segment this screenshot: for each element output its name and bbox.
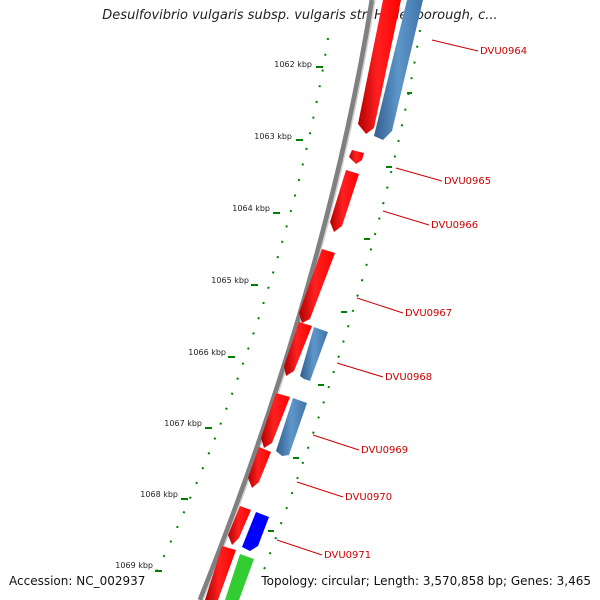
gene-dvu0972[interactable]	[205, 546, 236, 600]
topology-label: Topology: circular; Length: 3,570,858 bp…	[261, 574, 591, 588]
gene-label-dvu0967[interactable]: DVU0967	[405, 308, 452, 319]
gene-label-dvu0969[interactable]: DVU0969	[361, 445, 408, 456]
gene-rev-dvu0969[interactable]	[276, 398, 307, 456]
inner-scale-track	[261, 29, 421, 576]
forward-genes	[205, 0, 401, 600]
gene-dvu0964[interactable]	[358, 0, 401, 134]
gene-dvu0966[interactable]	[330, 170, 359, 232]
scale-label-1069: 1069 kbp	[115, 561, 153, 570]
gene-label-dvu0970[interactable]: DVU0970	[345, 492, 392, 503]
gene-dvu0967[interactable]	[299, 249, 335, 323]
scale-label-1063: 1063 kbp	[254, 132, 292, 141]
gene-dvu0968[interactable]	[284, 322, 312, 376]
scale-label-1064: 1064 kbp	[232, 204, 270, 213]
gene-green-dvu0972[interactable]	[225, 554, 254, 600]
scale-label-1062: 1062 kbp	[274, 60, 312, 69]
genome-backbone	[197, 0, 375, 600]
gene-rev-dvu0968[interactable]	[300, 327, 328, 381]
backbone-highlight	[202, 0, 376, 600]
label-leaders	[276, 39, 479, 556]
scale-label-1068: 1068 kbp	[140, 490, 178, 499]
gene-label-dvu0971[interactable]: DVU0971	[324, 550, 371, 561]
scale-label-1067: 1067 kbp	[164, 419, 202, 428]
scale-ticks	[155, 66, 323, 572]
gene-label-dvu0966[interactable]: DVU0966	[431, 220, 478, 231]
scale-label-1066: 1066 kbp	[188, 348, 226, 357]
reverse-genes	[225, 0, 423, 600]
gene-dvu0965[interactable]	[349, 150, 364, 164]
gene-rev-dvu0964[interactable]	[374, 0, 423, 140]
gene-label-dvu0965[interactable]: DVU0965	[444, 176, 491, 187]
accession-label: Accession: NC_002937	[9, 574, 146, 588]
gene-dvu0970[interactable]	[248, 447, 271, 488]
gene-label-dvu0968[interactable]: DVU0968	[385, 372, 432, 383]
gene-dvu0971[interactable]	[228, 506, 251, 545]
gene-dvu0969[interactable]	[261, 393, 290, 448]
gene-label-dvu0964[interactable]: DVU0964	[480, 46, 527, 57]
scale-label-1065: 1065 kbp	[211, 276, 249, 285]
inner-track-ticks	[268, 92, 412, 532]
map-title: Desulfovibrio vulgaris subsp. vulgaris s…	[102, 8, 498, 23]
gene-blue-dvu0971[interactable]	[242, 512, 269, 551]
